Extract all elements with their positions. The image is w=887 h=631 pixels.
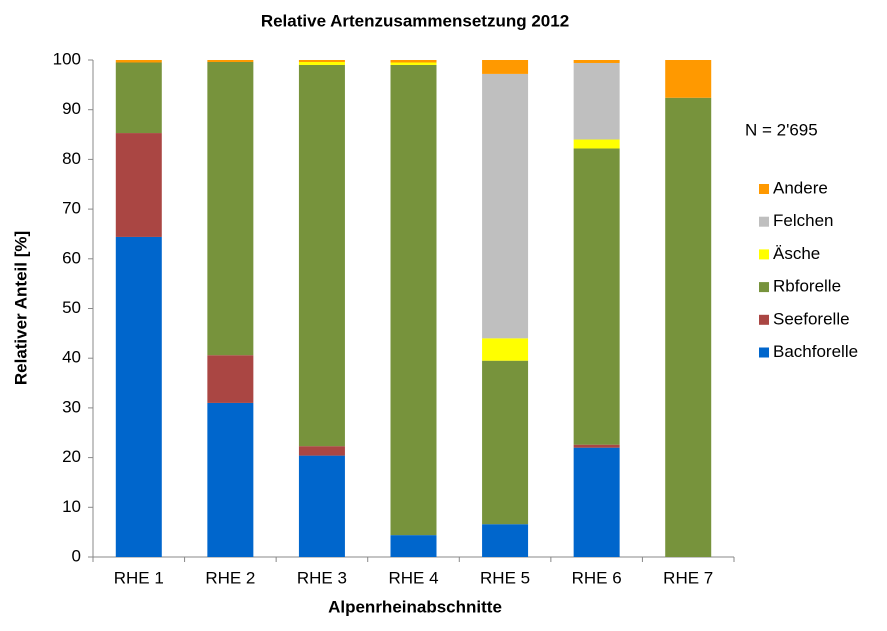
y-tick-label: 0: [72, 546, 81, 565]
legend-swatch: [759, 282, 769, 293]
x-tick-label: RHE 1: [114, 568, 164, 587]
bar-segment: [482, 360, 529, 525]
bar-segment: [207, 355, 254, 403]
x-axis-label: Alpenrheinabschnitte: [328, 597, 502, 616]
y-tick-label: 90: [62, 99, 81, 118]
y-axis-label: Relativer Anteil [%]: [11, 231, 30, 385]
x-tick-label: RHE 6: [572, 568, 622, 587]
legend-swatch: [759, 216, 769, 227]
annotation: N = 2'695: [745, 120, 818, 139]
y-tick-label: 100: [53, 49, 81, 68]
bar-segment: [207, 61, 254, 356]
legend-label: Äsche: [773, 244, 820, 263]
y-tick-label: 40: [62, 348, 81, 367]
bar-segment: [573, 447, 620, 557]
bar-segment: [390, 60, 437, 63]
bar-segment: [115, 236, 162, 557]
y-tick-label: 20: [62, 447, 81, 466]
bar-segment: [573, 62, 620, 140]
legend-swatch: [759, 249, 769, 260]
legend-swatch: [759, 184, 769, 194]
legend-swatch: [759, 314, 769, 325]
bar-segment: [390, 535, 437, 557]
bar-segment: [390, 62, 437, 65]
x-tick-label: RHE 7: [663, 568, 713, 587]
bar-segment: [115, 60, 162, 63]
legend-label: Seeforelle: [773, 309, 850, 328]
legend-label: Andere: [773, 178, 828, 197]
legend-label: Rbforelle: [773, 277, 841, 296]
bar-segment: [482, 60, 529, 74]
legend-label: Bachforelle: [773, 342, 858, 361]
bar-segment: [298, 455, 345, 557]
y-tick-label: 30: [62, 397, 81, 416]
bar-segment: [482, 338, 529, 361]
bar-segment: [390, 64, 437, 536]
bar-segment: [573, 444, 620, 448]
x-tick-label: RHE 3: [297, 568, 347, 587]
bar-segment: [665, 60, 712, 98]
y-tick-label: 60: [62, 248, 81, 267]
legend-label: Felchen: [773, 211, 833, 230]
bar-segment: [298, 64, 345, 447]
y-tick-label: 50: [62, 298, 81, 317]
bar-segment: [115, 133, 162, 237]
bar-segment: [115, 62, 162, 134]
bar-segment: [482, 73, 529, 339]
chart-title: Relative Artenzusammensetzung 2012: [261, 11, 569, 30]
legend-swatch: [759, 347, 769, 358]
y-tick-label: 70: [62, 199, 81, 218]
bar-segment: [298, 61, 345, 65]
bar-segment: [482, 524, 529, 557]
bar-segment: [207, 60, 254, 62]
bar-segment: [573, 148, 620, 445]
bar-segment: [298, 60, 345, 62]
x-tick-label: RHE 2: [205, 568, 255, 587]
bar-segment: [298, 446, 345, 456]
bar-segment: [573, 60, 620, 63]
x-tick-label: RHE 4: [388, 568, 438, 587]
y-tick-label: 10: [62, 497, 81, 516]
x-tick-label: RHE 5: [480, 568, 530, 587]
bar-segment: [665, 97, 712, 557]
bar-segment: [573, 139, 620, 149]
y-tick-label: 80: [62, 149, 81, 168]
bar-segment: [207, 402, 254, 557]
